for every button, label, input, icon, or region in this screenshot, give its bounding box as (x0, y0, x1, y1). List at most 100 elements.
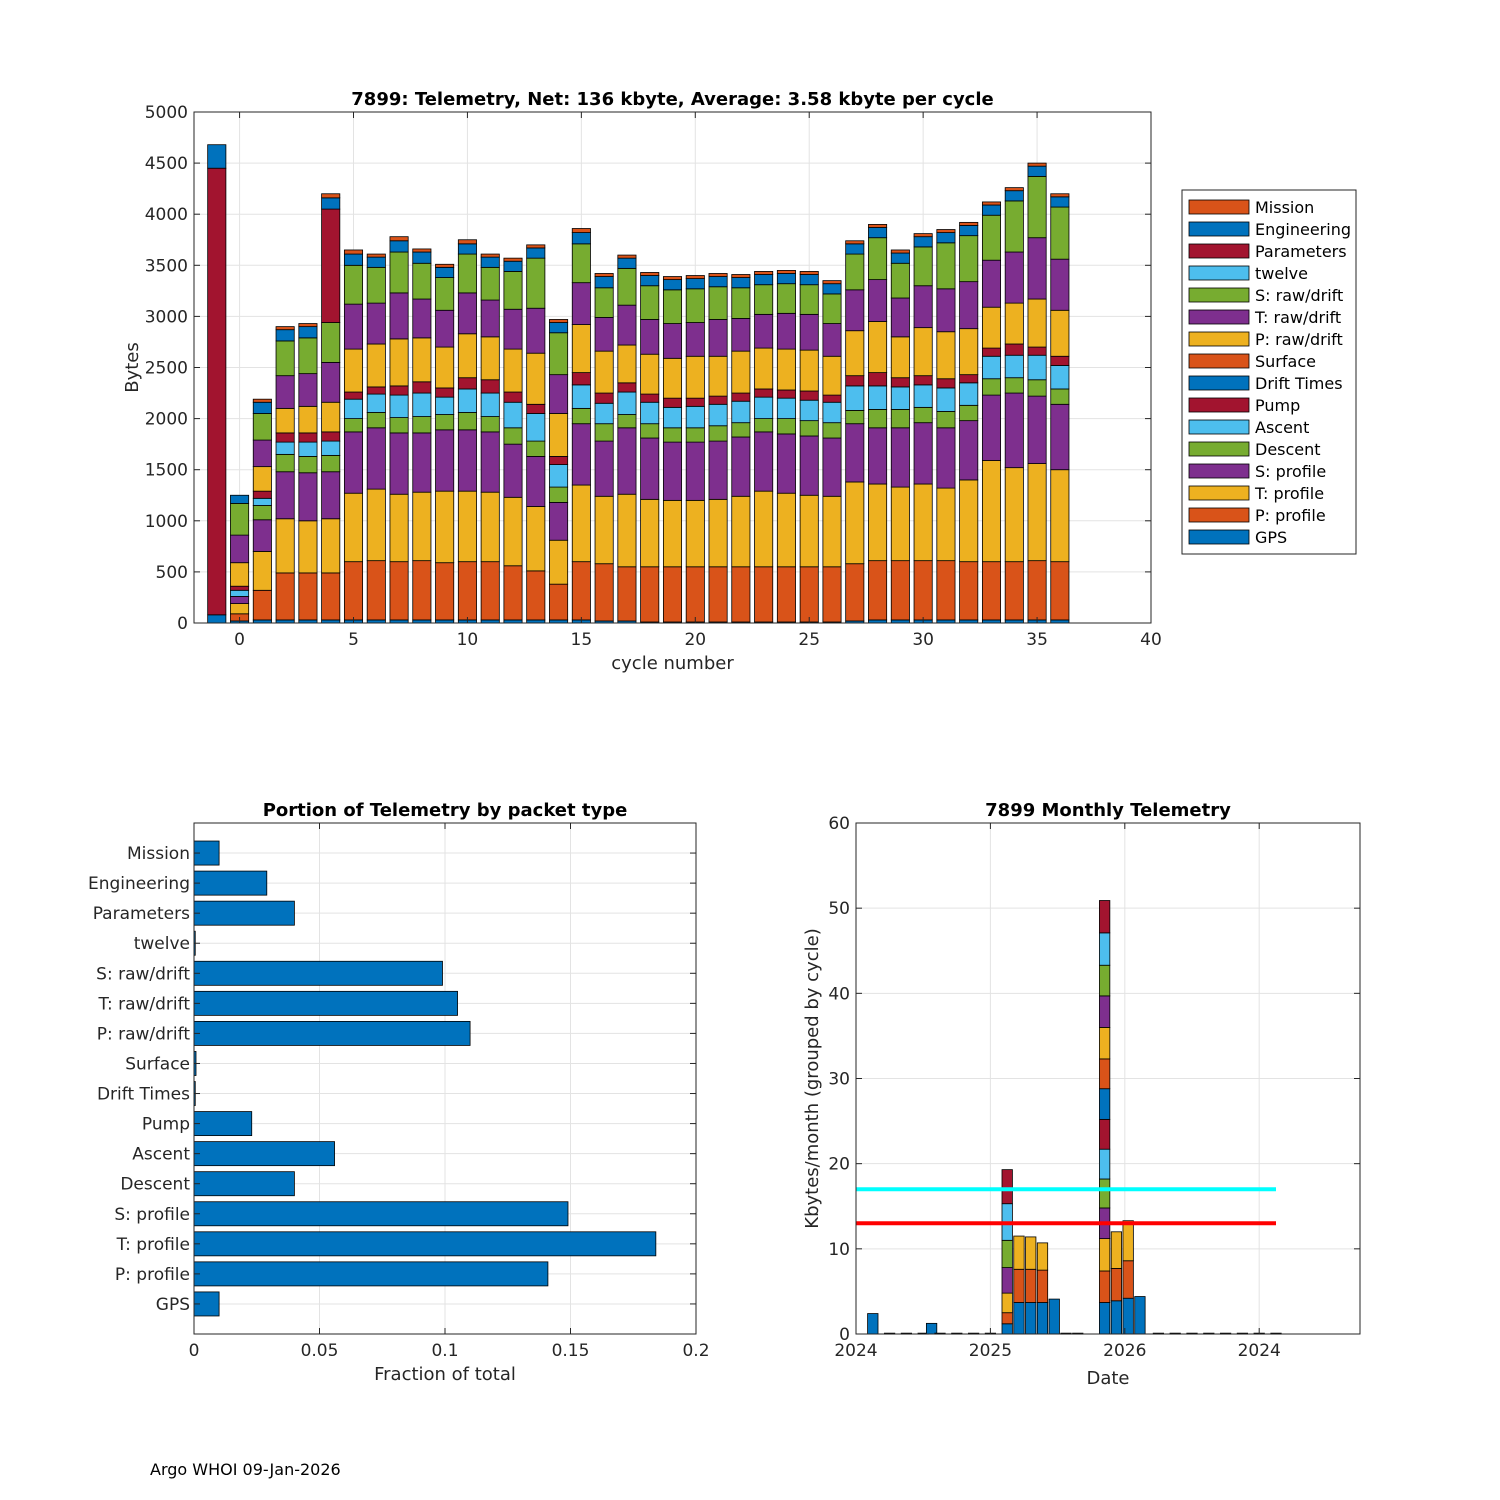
bar-segment (526, 413, 546, 442)
bar-segment (662, 397, 683, 408)
bar-segment (776, 348, 796, 391)
x-tick-label: 2025 (969, 1341, 1012, 1361)
month-bar-segment (1001, 1292, 1013, 1314)
bar-segment (1004, 200, 1024, 253)
month-bar-segment (1001, 1267, 1013, 1294)
bar-segment (685, 427, 705, 443)
bar-segment (822, 283, 842, 295)
legend-swatch (1188, 507, 1250, 523)
x-tick-label: 0.1 (431, 1341, 458, 1361)
month-bar-segment (1048, 1298, 1060, 1335)
bar-segment (321, 471, 341, 520)
bar-segment (799, 494, 819, 568)
fraction-bar (193, 1231, 657, 1257)
bar-segment (366, 343, 386, 388)
bar-segment (252, 589, 272, 621)
bar-segment (754, 388, 774, 398)
bar-segment (640, 285, 660, 320)
bar-segment (868, 279, 888, 322)
bar-segment (480, 379, 500, 394)
bar-segment (252, 413, 272, 441)
bar-segment (640, 353, 660, 395)
bar-segment (868, 237, 888, 281)
x-tick-label: 20 (684, 630, 706, 650)
bar-segment (868, 321, 888, 374)
bar-segment (503, 391, 523, 403)
bar-segment (685, 278, 705, 290)
bar-segment (822, 293, 842, 324)
bar-segment (252, 551, 272, 591)
bar-segment (389, 385, 409, 396)
legend-swatch (1188, 419, 1250, 435)
bar-segment (503, 401, 523, 429)
bar-segment (594, 276, 614, 289)
x-tick-label: 25 (798, 630, 820, 650)
bar-segment (298, 432, 318, 443)
bar-segment (959, 374, 979, 384)
bar-segment (640, 272, 660, 276)
y-tick-label: 3000 (145, 307, 188, 327)
month-bar-segment (1025, 1236, 1037, 1270)
bar-segment (822, 422, 842, 439)
bar-segment (845, 253, 865, 291)
y-tick-label: 20 (828, 1155, 850, 1175)
bar-segment (549, 464, 569, 488)
bar-segment (457, 377, 477, 390)
bar-segment (662, 357, 683, 399)
legend-swatch (1188, 397, 1250, 413)
bar-segment (731, 422, 751, 438)
bar-segment (754, 313, 774, 349)
bar-segment (936, 242, 956, 290)
bar-segment (1050, 258, 1070, 311)
fraction-bar (193, 1111, 253, 1137)
bar-segment (230, 494, 250, 504)
month-bar-segment (925, 1322, 938, 1335)
y-tick-label: Ascent (132, 1145, 190, 1165)
chart-title: Portion of Telemetry by packet type (263, 800, 628, 821)
bar-segment (913, 375, 933, 386)
bar-segment (321, 361, 341, 403)
bar-segment (480, 256, 500, 268)
bar-segment (1027, 175, 1047, 239)
legend-label: Ascent (1255, 418, 1309, 437)
bar-segment (890, 249, 910, 254)
x-tick-label: 35 (1026, 630, 1048, 650)
bar-segment (571, 407, 591, 425)
fraction-chart: 0 0.05 0.1 0.15 0.2 GPS P: profile T: profile S:… (88, 800, 710, 1385)
bar-segment (503, 271, 523, 310)
month-bar-segment (1001, 1323, 1013, 1335)
fraction-bar (193, 1171, 295, 1197)
month-bar-segment (1036, 1269, 1049, 1303)
bar-segment (389, 338, 409, 387)
legend-label: Surface (1255, 352, 1316, 371)
bar-segment (845, 330, 865, 377)
bar-segment (230, 589, 250, 597)
bar-segment (480, 266, 500, 301)
bar-segment (366, 266, 386, 304)
bar-segment (617, 566, 637, 622)
bar-segment (594, 563, 614, 622)
y-tick-label: T: profile (116, 1235, 190, 1255)
bar-segment (913, 285, 933, 329)
bar-segment (845, 289, 865, 332)
bar-segment (366, 253, 386, 258)
bar-segment (435, 346, 455, 389)
bar-segment (571, 243, 591, 284)
bar-segment (845, 481, 865, 565)
bar-segment (868, 427, 888, 485)
bar-segment (571, 324, 591, 374)
bar-segment (981, 204, 1002, 216)
legend-label: P: profile (1255, 506, 1326, 525)
bar-segment (799, 313, 819, 351)
legend-label: Mission (1255, 198, 1314, 217)
bar-segment (435, 387, 455, 398)
bar-segment (275, 441, 295, 455)
legend-label: Descent (1255, 440, 1321, 459)
bar-segment (480, 491, 500, 563)
bar-segment (252, 497, 272, 506)
bar-segment (936, 427, 956, 489)
bar-segment (1050, 469, 1070, 563)
y-tick-label: Mission (127, 844, 190, 864)
chart-title: 7899: Telemetry, Net: 136 kbyte, Average… (351, 89, 993, 110)
bar-segment (457, 333, 477, 379)
